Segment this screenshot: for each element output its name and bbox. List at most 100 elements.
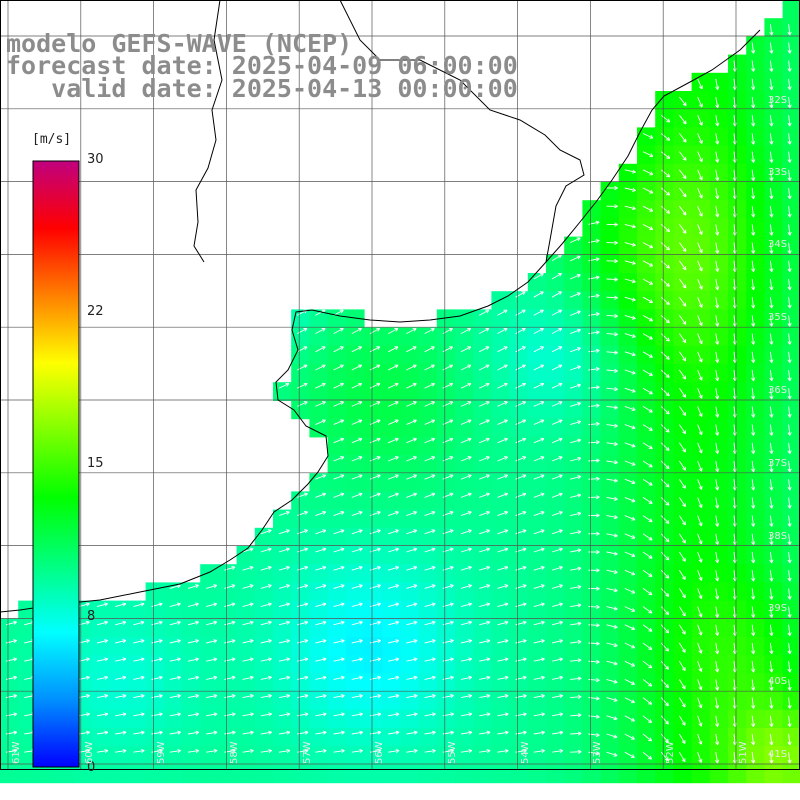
wind-arrow	[660, 151, 671, 160]
wind-speed-cell	[527, 418, 547, 438]
wind-speed-cell	[673, 273, 693, 292]
wind-arrow	[424, 694, 436, 699]
wind-arrow	[679, 515, 686, 526]
wind-arrow	[697, 187, 703, 199]
lon-label: 53W	[592, 741, 603, 764]
wind-arrow	[460, 712, 473, 717]
wind-speed-cell	[345, 637, 365, 656]
wind-speed-cell	[618, 455, 638, 474]
wind-arrow	[333, 730, 345, 735]
wind-arrow	[769, 24, 774, 36]
wind-speed-cell	[764, 618, 784, 638]
wind-speed-cell	[455, 418, 474, 438]
wind-speed-cell	[618, 618, 638, 638]
wind-arrow	[606, 551, 618, 556]
wind-speed-cell	[163, 691, 183, 711]
wind-speed-cell	[491, 418, 511, 438]
wind-arrow	[570, 456, 582, 462]
wind-speed-cell	[582, 473, 602, 492]
wind-arrow	[624, 496, 636, 503]
wind-speed-cell	[345, 728, 365, 747]
wind-speed-cell	[709, 418, 729, 438]
wind-arrow	[242, 748, 254, 754]
wind-arrow	[406, 730, 418, 735]
wind-arrow	[424, 437, 436, 444]
wind-speed-cell	[109, 655, 128, 674]
wind-arrow	[351, 382, 363, 389]
wind-speed-cell	[673, 436, 693, 456]
wind-arrow	[769, 206, 774, 218]
wind-speed-cell	[618, 273, 638, 292]
wind-speed-cell	[600, 436, 620, 456]
wind-speed-cell	[709, 491, 729, 511]
wind-arrow	[606, 368, 618, 373]
wind-arrow	[715, 588, 720, 600]
wind-speed-cell	[764, 309, 784, 329]
wind-speed-cell	[600, 673, 620, 693]
wind-arrow	[460, 620, 472, 626]
wind-speed-cell	[709, 764, 729, 784]
wind-arrow	[351, 346, 362, 353]
wind-speed-cell	[709, 254, 729, 274]
wind-speed-cell	[618, 382, 638, 401]
wind-arrow	[533, 291, 544, 298]
wind-speed-cell	[728, 527, 747, 547]
lat-label: 33S	[768, 167, 788, 178]
wind-arrow	[424, 456, 436, 462]
wind-speed-cell	[764, 655, 784, 674]
wind-speed-cell	[637, 527, 656, 547]
wind-arrow	[697, 169, 703, 181]
wind-arrow	[533, 346, 544, 353]
wind-speed-cell	[673, 236, 693, 256]
wind-speed-cell	[709, 691, 729, 711]
wind-speed-cell	[564, 491, 583, 511]
wind-speed-cell	[782, 364, 800, 383]
wind-arrow	[387, 346, 399, 353]
lat-label: 37S	[768, 458, 788, 469]
wind-arrow	[424, 584, 436, 589]
wind-speed-cell	[728, 291, 747, 310]
wind-speed-cell	[455, 582, 474, 602]
wind-arrow	[424, 620, 436, 626]
wind-speed-cell	[728, 564, 747, 583]
wind-arrow	[570, 420, 582, 426]
wind-arrow	[460, 437, 472, 444]
wind-speed-cell	[673, 691, 693, 711]
wind-speed-cell	[345, 746, 365, 765]
wind-speed-cell	[728, 491, 747, 511]
wind-speed-cell	[728, 655, 747, 674]
wind-arrow	[624, 351, 636, 357]
wind-arrow	[715, 133, 720, 145]
wind-speed-cell	[418, 400, 438, 420]
wind-speed-cell	[782, 236, 800, 256]
wind-arrow	[551, 529, 563, 535]
wind-arrow	[624, 533, 636, 539]
wind-speed-cell	[418, 637, 438, 656]
wind-arrow	[133, 657, 145, 662]
wind-speed-cell	[618, 327, 638, 347]
wind-speed-cell	[291, 400, 310, 420]
wind-arrow	[351, 437, 363, 444]
wind-arrow	[787, 752, 792, 764]
wind-speed-cell	[782, 254, 800, 274]
wind-arrow	[424, 675, 436, 680]
wind-arrow	[533, 748, 545, 754]
wind-arrow	[787, 351, 792, 363]
wind-speed-cell	[764, 36, 784, 56]
wind-speed-cell	[218, 582, 238, 602]
wind-speed-cell	[291, 764, 310, 784]
wind-speed-cell	[618, 600, 638, 620]
wind-speed-cell	[182, 691, 201, 711]
wind-arrow	[442, 346, 453, 353]
wind-speed-cell	[709, 455, 729, 474]
wind-arrow	[115, 748, 127, 754]
wind-speed-cell	[709, 436, 729, 456]
wind-speed-cell	[127, 691, 147, 711]
wind-speed-cell	[546, 655, 565, 674]
wind-arrow	[570, 475, 582, 480]
wind-arrow	[787, 715, 792, 727]
wind-arrow	[333, 401, 344, 407]
lon-label: 58W	[229, 741, 240, 764]
wind-speed-cell	[618, 709, 638, 729]
wind-arrow	[715, 278, 720, 291]
